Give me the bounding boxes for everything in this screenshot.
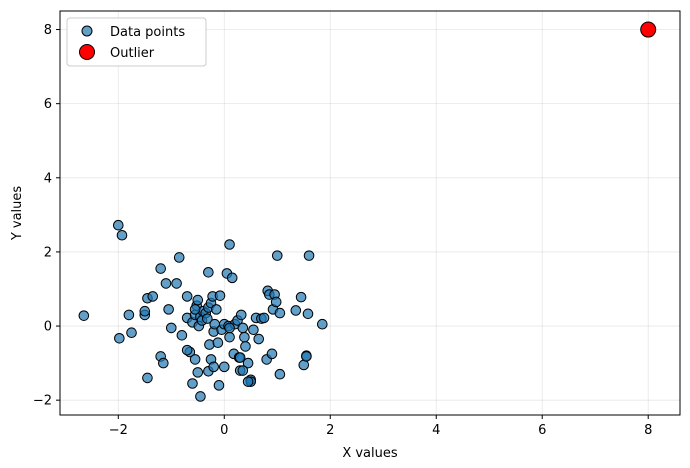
legend-marker-outlier xyxy=(79,44,95,60)
data-point xyxy=(224,322,235,334)
data-point xyxy=(147,291,159,302)
data-points-layer xyxy=(78,21,657,402)
data-point xyxy=(204,339,215,350)
data-point xyxy=(192,367,204,378)
x-tick-label: 4 xyxy=(432,423,440,438)
data-point xyxy=(317,318,328,330)
data-point xyxy=(126,327,137,339)
data-point xyxy=(242,357,254,369)
y-tick-label: 4 xyxy=(44,171,52,186)
data-point xyxy=(176,330,188,341)
data-point xyxy=(212,337,224,349)
data-point xyxy=(274,307,286,319)
data-point xyxy=(165,322,177,334)
legend: Data points Outlier xyxy=(66,17,207,67)
data-point xyxy=(303,250,315,261)
data-point xyxy=(211,304,222,315)
data-point xyxy=(271,250,283,261)
data-point xyxy=(160,278,172,289)
y-tick-label: −2 xyxy=(33,394,52,409)
data-point xyxy=(187,378,198,389)
data-point xyxy=(142,372,153,384)
data-point xyxy=(171,278,182,289)
x-tick-label: 2 xyxy=(326,423,334,438)
data-point xyxy=(248,324,259,336)
x-tick-label: 0 xyxy=(220,423,228,438)
legend-label-data-points: Data points xyxy=(110,25,185,40)
data-point xyxy=(234,352,246,363)
data-point xyxy=(302,308,314,320)
data-point xyxy=(213,380,225,391)
data-point xyxy=(78,310,90,321)
data-point xyxy=(235,309,247,321)
data-point xyxy=(295,291,307,303)
data-point xyxy=(202,313,213,324)
y-axis-label: Y values xyxy=(10,186,25,242)
data-point xyxy=(123,309,135,321)
data-point xyxy=(301,351,312,362)
data-point xyxy=(112,219,124,231)
data-point xyxy=(181,344,193,356)
data-point xyxy=(270,296,282,308)
data-point xyxy=(158,357,169,369)
data-point xyxy=(114,332,125,344)
data-point xyxy=(240,341,251,352)
outlier-point xyxy=(640,21,657,38)
legend-box xyxy=(66,17,207,67)
data-point xyxy=(155,263,166,274)
data-point xyxy=(116,229,128,241)
data-point xyxy=(139,305,151,317)
data-point xyxy=(173,252,185,263)
data-point xyxy=(290,305,302,316)
y-tick-label: 6 xyxy=(44,97,52,112)
legend-marker-data-points xyxy=(81,25,93,37)
y-tick-label: 2 xyxy=(44,245,52,260)
data-point xyxy=(181,291,193,302)
data-point xyxy=(253,333,265,345)
data-point xyxy=(195,391,206,402)
grid-lines xyxy=(60,11,680,415)
data-point xyxy=(242,376,254,387)
legend-label-outlier: Outlier xyxy=(110,46,155,61)
x-tick-label: 8 xyxy=(644,423,652,438)
data-point xyxy=(214,290,226,301)
data-point xyxy=(218,361,230,373)
data-point xyxy=(208,361,219,373)
data-point xyxy=(189,354,201,365)
y-tick-label: 8 xyxy=(44,23,52,38)
x-tick-label: −2 xyxy=(109,423,128,438)
data-point xyxy=(274,368,286,380)
x-axis-label: X values xyxy=(342,446,398,461)
data-point xyxy=(224,239,235,250)
data-point xyxy=(237,322,249,334)
axis-ticks: −2 0 2 4 6 8 −2 0 2 4 6 8 xyxy=(33,23,653,438)
data-point xyxy=(163,304,174,315)
data-point xyxy=(266,348,278,360)
x-tick-label: 6 xyxy=(538,423,546,438)
data-point xyxy=(239,331,250,343)
y-tick-label: 0 xyxy=(44,320,52,335)
data-point xyxy=(258,312,270,324)
data-point xyxy=(224,331,235,343)
data-point xyxy=(203,267,214,278)
data-point xyxy=(189,304,201,315)
plot-frame xyxy=(59,10,681,416)
data-point xyxy=(237,365,249,376)
data-point xyxy=(226,272,238,284)
data-point xyxy=(192,294,204,306)
